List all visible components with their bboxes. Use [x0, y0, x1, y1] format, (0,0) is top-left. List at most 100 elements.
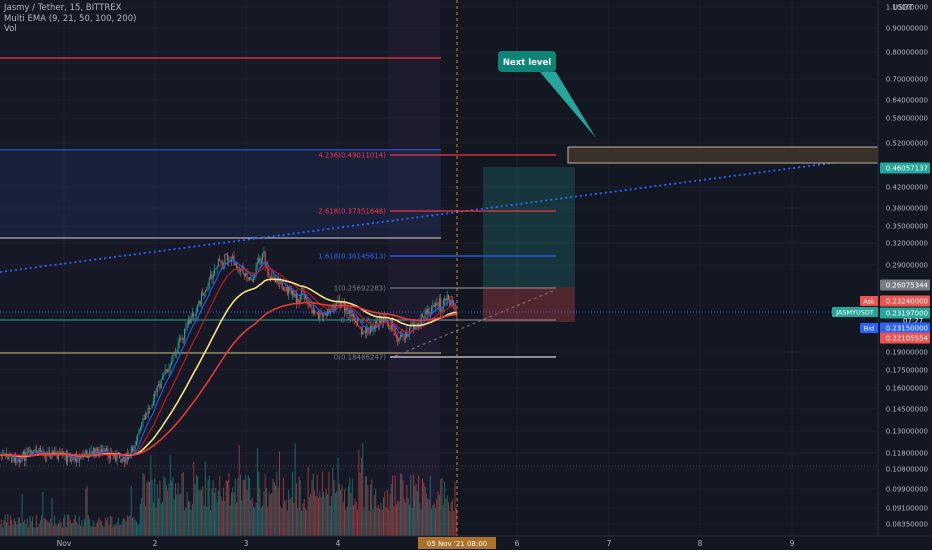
candle-body — [130, 446, 132, 457]
volume-bar — [314, 490, 316, 536]
volume-bar — [308, 497, 310, 536]
candle-body — [332, 305, 334, 309]
chart-legend: Jasmy / Tether, 15, BITTREX Multi EMA (9… — [4, 3, 136, 35]
volume-bar — [19, 517, 20, 536]
volume-bar — [262, 505, 264, 536]
candle-body — [445, 298, 447, 301]
candle-body — [149, 408, 150, 409]
volume-bar — [224, 501, 226, 536]
volume-bar — [11, 519, 13, 536]
volume-bar — [292, 472, 293, 536]
volume-bar — [89, 519, 91, 536]
candle-body — [288, 286, 290, 294]
volume-bar — [398, 502, 400, 536]
volume-bar — [297, 508, 299, 536]
volume-bar — [275, 485, 277, 536]
candle-body — [189, 319, 191, 324]
candle-body — [245, 273, 247, 276]
volume-bar — [295, 483, 297, 536]
candle-body — [28, 451, 30, 453]
candle-body — [323, 314, 325, 317]
candle-body — [8, 454, 10, 460]
candle-body — [191, 313, 193, 317]
candle-body — [219, 259, 221, 261]
candle-body — [385, 318, 387, 321]
volume-bar — [156, 484, 158, 536]
volume-bar — [63, 517, 65, 536]
candle-body — [327, 309, 329, 316]
volume-bar — [342, 501, 344, 536]
volume-bar — [307, 466, 309, 536]
volume-bar — [411, 507, 413, 536]
volume-title[interactable]: Vol — [4, 24, 17, 34]
candle-body — [256, 262, 258, 266]
volume-bar — [410, 475, 412, 536]
volume-bar — [399, 473, 401, 536]
volume-bar — [233, 492, 235, 536]
volume-bar — [151, 479, 153, 536]
candle-body — [17, 460, 19, 462]
candle-body — [272, 276, 274, 280]
volume-bar — [143, 474, 145, 536]
volume-bar — [17, 517, 19, 536]
volume-bar — [232, 487, 234, 536]
indicator-title[interactable]: Multi EMA (9, 21, 50, 100, 200) — [4, 13, 137, 24]
candle-body — [7, 456, 9, 460]
candle-body — [420, 314, 422, 325]
volume-bar — [340, 489, 342, 536]
volume-bar — [419, 503, 421, 536]
candle-body — [139, 427, 141, 429]
highlight-zone — [388, 0, 440, 536]
candle-body — [142, 418, 144, 423]
volume-bar — [383, 497, 384, 536]
candle-body — [141, 422, 143, 428]
volume-bar — [271, 492, 273, 536]
candle-body — [243, 273, 245, 276]
volume-bar — [409, 504, 410, 536]
volume-bar — [51, 497, 53, 536]
candle-body — [401, 335, 403, 337]
symbol-title[interactable]: Jasmy / Tether, 15, BITTREX — [4, 3, 122, 13]
fib-level-label: 4.236(0.49011014) — [318, 152, 386, 160]
candle-body — [124, 457, 126, 463]
candle-body — [347, 313, 349, 314]
volume-bar — [263, 491, 265, 536]
volume-bar — [199, 489, 201, 536]
volume-bar — [50, 518, 52, 536]
candle-body — [435, 303, 436, 307]
volume-bar — [359, 472, 361, 536]
volume-bar — [415, 483, 417, 536]
candle-body — [442, 300, 444, 311]
callout-pointer — [540, 72, 596, 138]
volume-bar — [288, 490, 290, 536]
price-tick-label: 0.42000000 — [886, 184, 928, 192]
volume-bar — [344, 489, 345, 536]
volume-bar — [227, 481, 228, 536]
candle-body — [241, 266, 243, 269]
candle-body — [269, 276, 271, 278]
volume-bar — [47, 520, 49, 536]
volume-bar — [337, 457, 339, 536]
candle-body — [168, 368, 170, 373]
volume-bar — [72, 522, 74, 536]
candle-body — [190, 316, 192, 324]
volume-bar — [112, 526, 114, 536]
volume-bar — [160, 503, 162, 536]
candle-body — [345, 304, 347, 312]
volume-bar — [367, 484, 369, 536]
volume-bar — [251, 497, 253, 536]
candle-body — [55, 451, 57, 454]
candle-body — [314, 309, 316, 313]
candle-body — [362, 332, 364, 335]
volume-bar — [190, 509, 192, 536]
volume-bar — [37, 526, 39, 536]
volume-bar — [211, 488, 213, 536]
candle-body — [198, 300, 200, 306]
volume-bar — [58, 523, 59, 536]
volume-bar — [338, 483, 340, 536]
volume-bar — [204, 461, 206, 536]
candle-body — [433, 305, 435, 307]
candle-body — [290, 289, 292, 295]
